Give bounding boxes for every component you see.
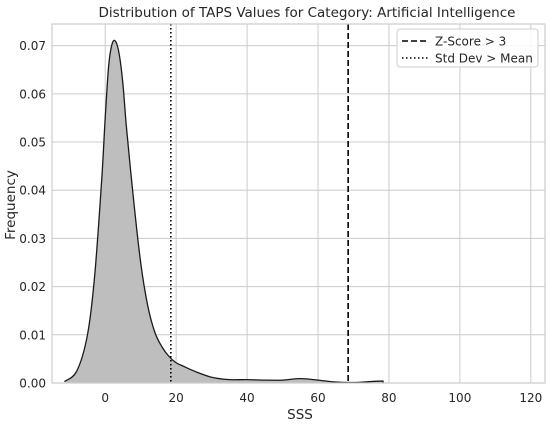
x-axis-label: SSS [287, 407, 313, 423]
y-tick-label-2: 0.02 [19, 280, 46, 294]
x-tick-label-6: 120 [519, 391, 542, 405]
chart-title: Distribution of TAPS Values for Category… [99, 5, 516, 21]
x-tick-label-3: 60 [310, 391, 325, 405]
x-tick-label-2: 40 [239, 391, 254, 405]
y-tick-label-0: 0.00 [19, 377, 46, 391]
y-tick-label-3: 0.03 [19, 232, 46, 246]
y-tick-label-5: 0.05 [19, 136, 46, 150]
y-tick-label-1: 0.01 [19, 328, 46, 342]
legend-entry-dotted: Std Dev > Mean [435, 52, 533, 66]
y-tick-label-7: 0.07 [19, 39, 46, 53]
legend-box [396, 28, 539, 68]
x-tick-label-1: 20 [168, 391, 183, 405]
y-axis-label: Frequency [3, 170, 19, 240]
legend-entry-dashed: Z-Score > 3 [435, 35, 506, 49]
legend: Z-Score > 3 Std Dev > Mean [396, 28, 539, 68]
x-tick-label-4: 80 [381, 391, 396, 405]
reference-lines [170, 24, 349, 383]
y-tick-label-6: 0.06 [19, 87, 46, 101]
x-tick-label-0: 0 [101, 391, 109, 405]
plot-frame [51, 23, 546, 384]
y-axis-ticks: 0.00 0.01 0.02 0.03 0.04 0.05 0.06 0.07 [19, 39, 46, 390]
density-area [64, 40, 535, 383]
x-tick-label-5: 100 [448, 391, 471, 405]
x-axis-ticks: 0 20 40 60 80 100 120 [101, 391, 542, 405]
y-tick-label-4: 0.04 [19, 184, 46, 198]
